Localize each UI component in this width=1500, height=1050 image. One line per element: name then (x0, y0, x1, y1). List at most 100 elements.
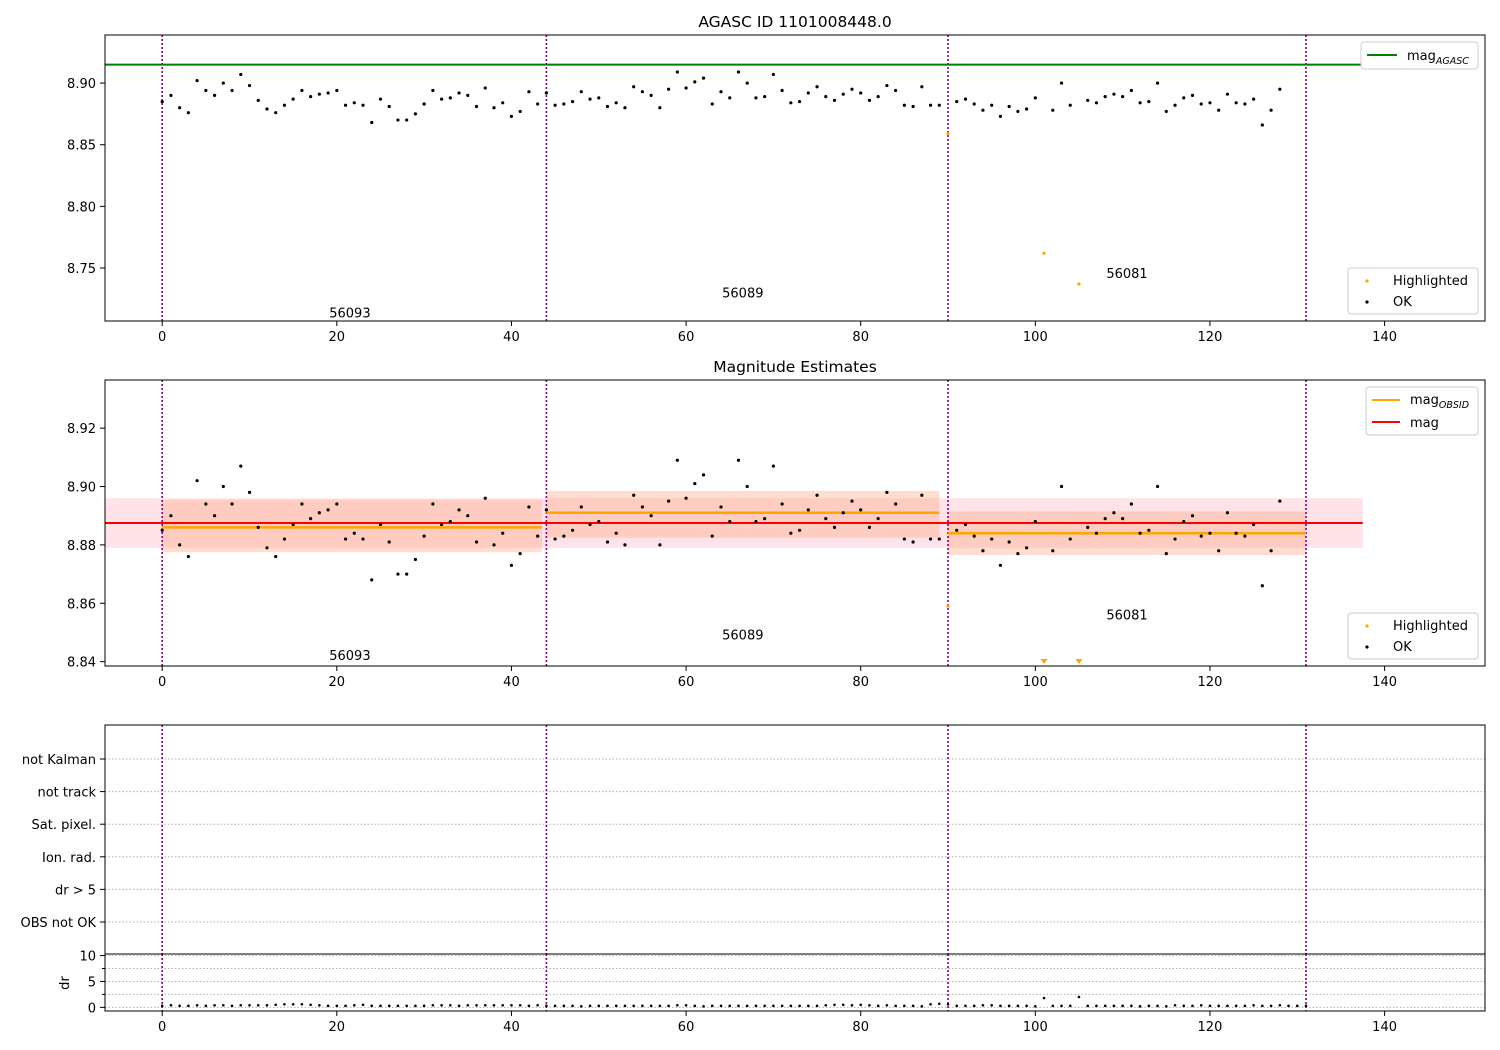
dr-point (676, 1004, 679, 1007)
ok-point (719, 505, 723, 509)
ok-point (1094, 531, 1099, 535)
ok-point (1243, 534, 1247, 538)
agasc-upper-legend-box (1360, 41, 1479, 70)
dr-point (1007, 1004, 1011, 1008)
ok-point (239, 72, 243, 77)
mag-agasc-legend-label: magAGASC (1407, 49, 1469, 67)
ok-point (710, 534, 714, 538)
x-tick-label-100: 100 (1023, 675, 1048, 690)
highlighted-legend-label: Highlighted (1393, 274, 1468, 289)
dr-point (772, 1004, 775, 1008)
ok-point (457, 508, 461, 512)
dr-point (588, 1004, 592, 1008)
ok-point (579, 505, 583, 509)
obsid-label-1: 56089 (722, 629, 763, 644)
ok-point (221, 81, 225, 85)
ok-point (937, 103, 941, 107)
ok-point (361, 537, 365, 541)
ok-point (1147, 528, 1151, 532)
agasc-lower-legend: Highlighted OK (1347, 267, 1479, 315)
ok-point (955, 528, 959, 532)
ok-point (623, 543, 627, 547)
flag-label-1: not track (37, 786, 96, 801)
x-tick-label-40: 40 (503, 330, 520, 345)
ok-point (291, 522, 295, 527)
ok-point (422, 102, 426, 106)
dr-point (1234, 1004, 1238, 1008)
ok-point (1086, 98, 1090, 102)
x-tick-label-80: 80 (852, 675, 869, 690)
out-of-range-marker (1040, 659, 1048, 664)
dr-point (457, 1004, 461, 1008)
ok-point (387, 540, 391, 544)
ok-point (981, 108, 985, 112)
ok-point (160, 528, 164, 532)
dr-point (789, 1004, 793, 1008)
x-tick-label-40: 40 (503, 675, 520, 690)
dr-point (291, 1002, 295, 1006)
ok-point (1016, 109, 1020, 114)
dr-point (1173, 1004, 1177, 1007)
ok-point (230, 88, 234, 93)
ok-point (221, 484, 225, 489)
ok-point (1278, 87, 1282, 91)
ok-point (309, 95, 313, 99)
agasc-upper-legend: magAGASC (1360, 41, 1479, 70)
ok-point (265, 546, 269, 550)
out-of-range-marker (1075, 659, 1083, 664)
dr-point (309, 1003, 312, 1007)
magnitude-estimates-panel: 56093 56089 56081 0 20 40 60 80 100 120 140 8.84 8.… (67, 379, 1486, 690)
ok-point (1190, 514, 1195, 518)
dr-point (745, 1004, 749, 1008)
ok-point (579, 90, 583, 94)
ok-point (317, 92, 321, 96)
dr-point (964, 1004, 967, 1008)
dr-point (1165, 1005, 1168, 1008)
dr-point (1068, 1004, 1072, 1008)
ok-point (1121, 95, 1125, 99)
dr-point (798, 1004, 801, 1008)
ok-point (701, 473, 706, 477)
ok-point (309, 517, 313, 521)
dr-point (160, 1004, 164, 1008)
ok-point (1147, 99, 1151, 104)
ok-point (876, 95, 880, 99)
dr-point (606, 1004, 609, 1008)
ok-point (570, 99, 575, 104)
dr-point (833, 1003, 836, 1007)
ok-point (1121, 517, 1125, 521)
ok-legend-label-2: OK (1393, 640, 1412, 655)
dr-point (623, 1004, 627, 1008)
x-tick-label-140: 140 (1372, 330, 1397, 345)
ok-point (597, 519, 601, 524)
obsid-band-1 (546, 490, 940, 538)
ok-point (160, 99, 164, 104)
dr-point (684, 1004, 688, 1007)
x-tick-label-20: 20 (329, 675, 346, 690)
dr-panel: 0 20 40 60 80 100 120 140 0 5 10 dr (58, 950, 1486, 1035)
y-tick-label-2: 8.85 (67, 139, 96, 154)
dr-point (352, 1004, 356, 1007)
dr-point (1226, 1004, 1229, 1008)
ok-point (396, 572, 400, 576)
ok-point (588, 97, 592, 101)
ok-point (256, 525, 260, 529)
ok-point (1155, 81, 1160, 85)
ok-point (1007, 540, 1011, 544)
dr-point (841, 1003, 845, 1007)
ok-point (1225, 511, 1230, 515)
ok-point (605, 540, 610, 544)
dr-point (1042, 996, 1046, 1000)
dr-point (195, 1004, 199, 1007)
ok-point (1051, 108, 1055, 112)
dr-point (937, 1002, 941, 1006)
ok-point (1234, 531, 1238, 535)
ok-point (859, 91, 863, 95)
dr-point (1269, 1004, 1273, 1008)
ok-point (841, 511, 845, 515)
ok-point (1234, 101, 1238, 105)
ok-point (553, 103, 557, 107)
dr-point (1086, 1004, 1090, 1008)
ok-point (1199, 102, 1203, 106)
